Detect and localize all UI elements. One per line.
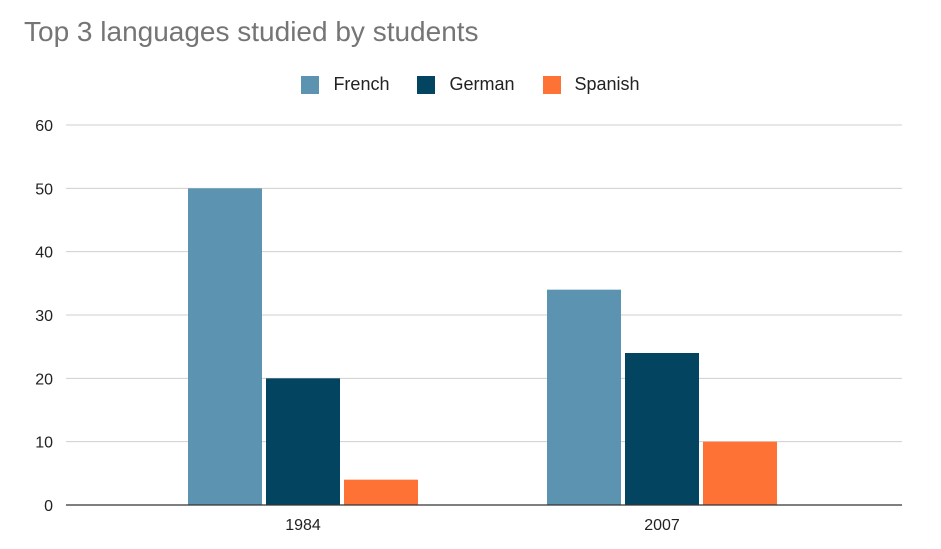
bar-spanish-1984 — [344, 479, 418, 505]
bar-french-2007 — [547, 289, 621, 505]
y-tick-label-0: 0 — [44, 498, 53, 515]
y-tick-label-30: 30 — [35, 308, 53, 325]
legend-swatch-spanish — [542, 75, 561, 94]
legend-swatch-french — [301, 75, 320, 94]
legend-item-spanish: Spanish — [542, 74, 640, 95]
legend-label-spanish: Spanish — [574, 74, 640, 94]
chart-title: Top 3 languages studied by students — [24, 16, 479, 47]
bar-german-2007 — [625, 353, 699, 505]
y-tick-label-10: 10 — [35, 435, 53, 452]
legend-label-german: German — [449, 74, 515, 94]
legend-swatch-german — [417, 75, 436, 94]
legend-item-german: German — [417, 74, 515, 95]
x-tick-label-1984: 1984 — [285, 517, 321, 534]
bar-spanish-2007 — [703, 441, 777, 505]
y-tick-label-40: 40 — [35, 245, 53, 262]
legend: French German Spanish — [0, 74, 941, 95]
y-tick-label-50: 50 — [35, 181, 53, 198]
x-tick-label-2007: 2007 — [644, 517, 680, 534]
bar-french-1984 — [188, 188, 262, 506]
y-tick-label-60: 60 — [35, 118, 53, 135]
legend-label-french: French — [333, 74, 390, 94]
legend-item-french: French — [301, 74, 389, 95]
y-tick-label-20: 20 — [35, 371, 53, 388]
bar-german-1984 — [266, 378, 340, 505]
